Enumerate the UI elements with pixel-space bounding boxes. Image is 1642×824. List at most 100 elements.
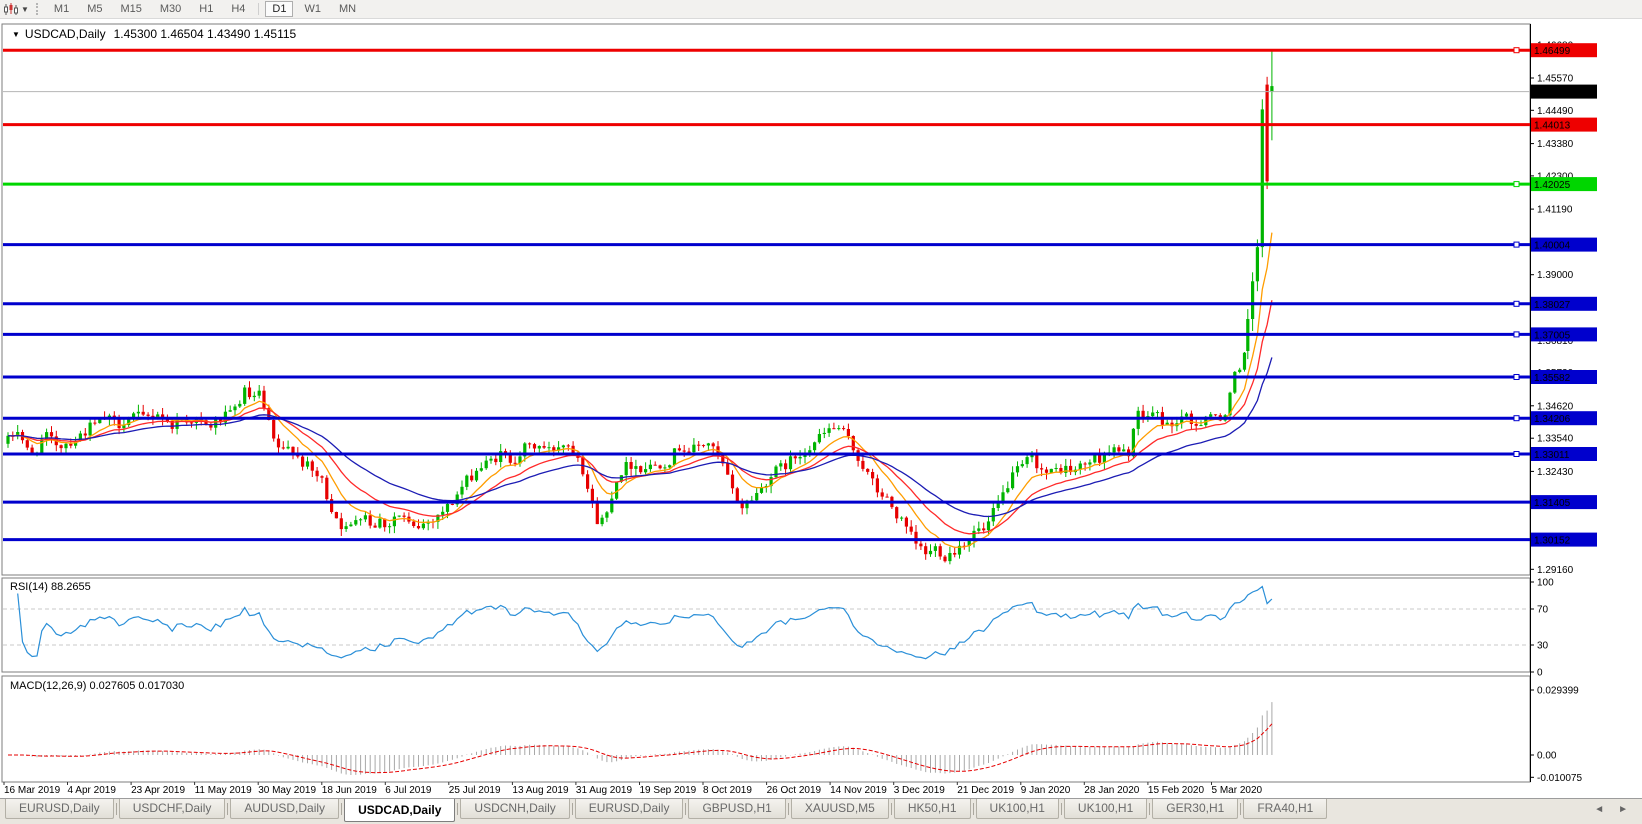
candle: [460, 486, 464, 495]
candle: [1044, 469, 1049, 473]
candle: [561, 445, 565, 448]
main-pane: [1, 23, 1531, 576]
candle: [156, 414, 160, 418]
tabs-scroll-right-icon[interactable]: ►: [1618, 804, 1628, 815]
macd-indicator-label: MACD(12,26,9) 0.027605 0.017030: [10, 680, 185, 692]
candle: [982, 528, 986, 531]
rsi-axis-label: 30: [1537, 641, 1549, 652]
candle: [49, 432, 54, 437]
macd-pane: [1, 675, 1531, 783]
chart-tab-audusd-daily[interactable]: AUDUSD,Daily: [230, 799, 340, 819]
candle: [1102, 455, 1106, 463]
candle: [784, 463, 788, 470]
chart-tab-bar: EURUSD,Daily USDCHF,Daily AUDUSD,Daily USDC…: [0, 798, 1642, 824]
candle: [938, 546, 942, 557]
level-handle[interactable]: [1513, 415, 1520, 422]
candle: [793, 456, 797, 459]
candle: [547, 447, 551, 449]
candle: [1006, 488, 1010, 493]
timeframe-button-h1[interactable]: H1: [199, 3, 214, 15]
candle: [1141, 410, 1145, 419]
price-level-badge: [1531, 447, 1597, 461]
candle: [928, 550, 933, 555]
price-level-badge: [1531, 532, 1597, 547]
candle: [262, 390, 266, 409]
candle: [170, 421, 174, 429]
chart-tab-eurusd-daily[interactable]: EURUSD,Daily: [5, 799, 114, 819]
candle: [605, 512, 609, 518]
candle: [803, 455, 807, 457]
candle: [1015, 466, 1020, 473]
candle: [1180, 416, 1184, 424]
candle: [136, 411, 140, 414]
candle: [788, 456, 793, 470]
chart-tab-gbpusd-h1[interactable]: GBPUSD,H1: [688, 799, 786, 819]
level-handle[interactable]: [1513, 241, 1520, 248]
chart-tab-xauusd-m5[interactable]: XAUUSD,M5: [790, 799, 889, 819]
date-label: 23 Apr 2019: [131, 785, 185, 796]
tab-separator: [685, 803, 687, 815]
axis-tick-label: 1.44490: [1537, 106, 1574, 117]
timeframe-button-mn[interactable]: MN: [338, 3, 357, 15]
candle: [798, 457, 802, 459]
chart-tab-ger30-h1[interactable]: GER30,H1: [1152, 799, 1239, 819]
timeframe-button-m15[interactable]: M15: [120, 3, 142, 15]
timeframe-button-m1[interactable]: M1: [53, 3, 70, 15]
axis-tick-label: 1.34620: [1537, 401, 1574, 412]
chart-type-dropdown-caret[interactable]: ▼: [21, 4, 29, 14]
candle: [615, 481, 619, 499]
price-level-badge: [1531, 43, 1597, 58]
chart-tab-usdchf-daily[interactable]: USDCHF,Daily: [118, 799, 226, 819]
level-handle[interactable]: [1513, 451, 1520, 457]
timeframe-button-m30[interactable]: M30: [159, 3, 182, 15]
candle: [648, 464, 652, 470]
candle: [600, 517, 604, 525]
candle: [88, 422, 92, 436]
candle: [1165, 422, 1169, 425]
candle: [542, 446, 546, 448]
candle: [291, 446, 295, 453]
candle: [383, 518, 387, 528]
symbol-dropdown-icon[interactable]: ▼: [12, 30, 20, 39]
chart-tab-uk100-h1[interactable]: UK100,H1: [975, 799, 1059, 819]
candle: [842, 428, 846, 430]
candle: [880, 492, 884, 497]
rsi-indicator-label: RSI(14) 88.2655: [10, 581, 91, 593]
price-level-badge-label: 1.38027: [1534, 300, 1571, 311]
candle: [45, 432, 49, 440]
level-handle[interactable]: [1513, 300, 1520, 307]
tab-separator: [1240, 803, 1242, 815]
candle: [281, 447, 285, 449]
candle: [933, 546, 937, 551]
candle: [214, 419, 218, 428]
chart-tab-fra40-h1[interactable]: FRA40,H1: [1243, 799, 1328, 819]
date-label: 5 Mar 2020: [1212, 785, 1263, 796]
level-handle[interactable]: [1513, 47, 1520, 54]
level-handle[interactable]: [1513, 374, 1520, 380]
candle: [1270, 86, 1274, 92]
timeframe-button-w1[interactable]: W1: [304, 3, 321, 15]
candle: [233, 406, 237, 411]
candle: [832, 428, 836, 430]
chart-tab-uk100-h1[interactable]: UK100,H1: [1063, 799, 1148, 819]
tab-separator: [890, 803, 892, 815]
candle: [817, 434, 821, 443]
date-label: 30 May 2019: [258, 785, 316, 796]
candle: [779, 463, 783, 467]
chart-tab-hk50-h1[interactable]: HK50,H1: [893, 799, 971, 819]
level-handle[interactable]: [1513, 181, 1520, 188]
timeframe-button-d1[interactable]: D1: [265, 1, 294, 17]
candle: [875, 478, 879, 493]
candle: [658, 465, 662, 469]
timeframe-button-m5[interactable]: M5: [87, 3, 103, 15]
candle: [634, 466, 638, 469]
candle: [557, 447, 561, 451]
chart-type-icon[interactable]: [3, 2, 19, 16]
tabs-scroll-left-icon[interactable]: ◄: [1594, 804, 1605, 815]
timeframe-button-h4[interactable]: H4: [231, 3, 246, 15]
chart-tab-eurusd-daily[interactable]: EURUSD,Daily: [574, 799, 684, 819]
level-handle[interactable]: [1513, 331, 1520, 338]
chart-tab-usdcad-daily[interactable]: USDCAD,Daily: [344, 799, 456, 822]
candle: [837, 428, 841, 430]
chart-tab-usdcnh-daily[interactable]: USDCNH,Daily: [460, 799, 570, 819]
